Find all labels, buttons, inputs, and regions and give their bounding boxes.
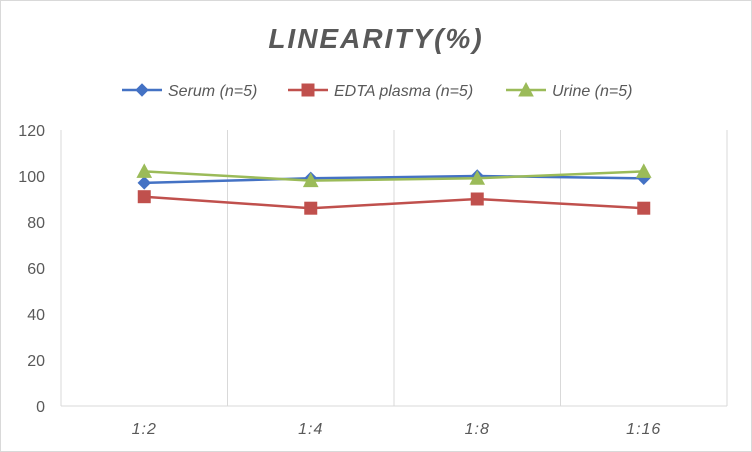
y-tick-label: 60 — [27, 261, 45, 278]
legend-marker — [135, 83, 149, 97]
x-tick-label: 1:4 — [298, 421, 323, 438]
series-group — [136, 163, 652, 215]
data-point — [137, 190, 151, 204]
legend-item: Serum (n=5) — [122, 83, 257, 100]
data-point — [635, 163, 652, 178]
y-tick-label: 120 — [18, 123, 45, 140]
chart-title: LINEARITY(%) — [268, 23, 483, 54]
legend-label: Urine (n=5) — [552, 83, 632, 100]
data-point — [136, 163, 153, 178]
series-3 — [136, 163, 652, 188]
data-point — [469, 170, 486, 185]
data-point — [470, 192, 484, 206]
legend-item: EDTA plasma (n=5) — [288, 83, 473, 100]
y-tick-label: 20 — [27, 353, 45, 370]
legend-item: Urine (n=5) — [506, 81, 632, 100]
y-tick-label: 40 — [27, 307, 45, 324]
x-tick-label: 1:8 — [465, 421, 490, 438]
x-tick-label: 1:2 — [132, 421, 157, 438]
y-tick-label: 100 — [18, 169, 45, 186]
legend-label: EDTA plasma (n=5) — [334, 83, 473, 100]
series-2 — [137, 190, 651, 215]
data-point — [637, 201, 651, 215]
y-tick-label: 0 — [36, 399, 45, 416]
series-line — [144, 174, 644, 185]
legend-marker — [518, 81, 534, 97]
axes: 0 20 40 60 80 100 120 1:2 1:4 1:8 1:16 — [18, 123, 728, 438]
data-point — [304, 201, 318, 215]
data-point — [137, 176, 151, 190]
legend-marker — [301, 83, 315, 97]
y-tick-label: 80 — [27, 215, 45, 232]
x-tick-label: 1:16 — [626, 421, 661, 438]
series-line — [144, 195, 644, 210]
legend: Serum (n=5) EDTA plasma (n=5) Urine (n=5) — [122, 81, 632, 100]
legend-label: Serum (n=5) — [168, 83, 257, 100]
series-line — [144, 170, 644, 182]
grid — [227, 130, 561, 406]
data-point — [302, 172, 319, 188]
